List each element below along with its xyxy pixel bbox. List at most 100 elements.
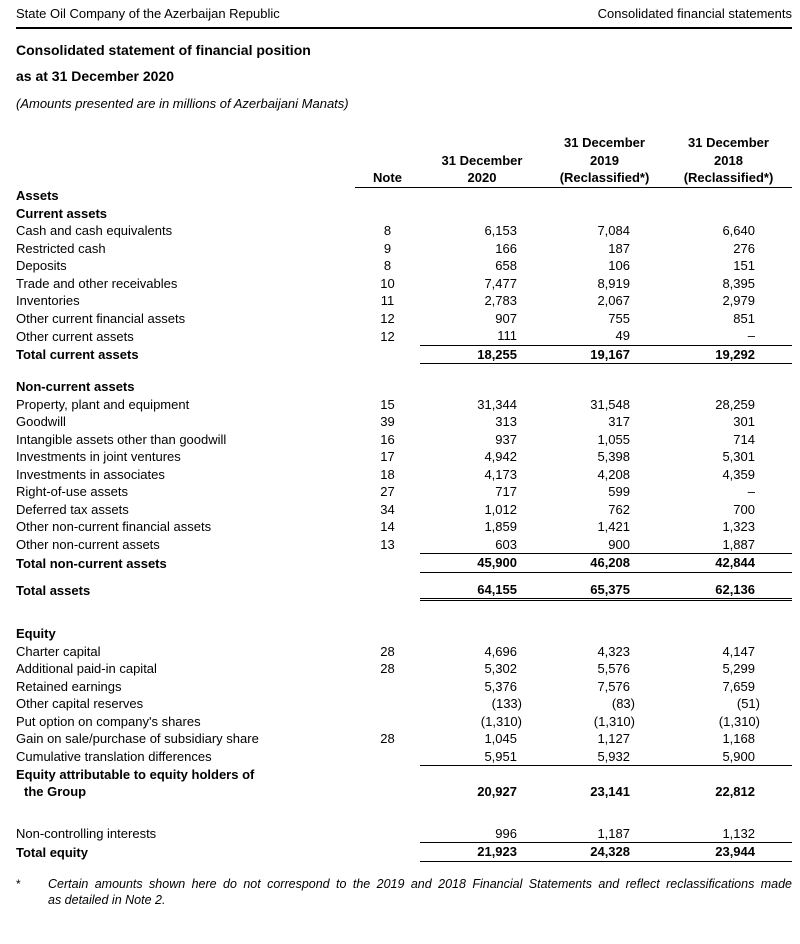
row-label: Deposits bbox=[16, 258, 67, 273]
value-2018: 301 bbox=[733, 414, 755, 429]
table-row: Other non-current assets 13 603 900 1,887 bbox=[16, 536, 792, 554]
table-row: Right-of-use assets 27 717 599 – bbox=[16, 483, 792, 501]
value-2020: 937 bbox=[495, 431, 517, 447]
row-note: 8 bbox=[383, 223, 392, 238]
row-note bbox=[355, 713, 420, 731]
spacer-cell bbox=[16, 600, 792, 626]
table-row: Deposits 8 658 106 151 bbox=[16, 257, 792, 275]
section-header-row: Current assets bbox=[16, 205, 792, 223]
value-2020: 5,376 bbox=[484, 678, 517, 694]
table-row: Total assets 64,155 65,375 62,136 bbox=[16, 580, 792, 601]
value-2018: 5,301 bbox=[722, 449, 755, 464]
row-note bbox=[355, 187, 420, 205]
value-2018 bbox=[665, 378, 792, 396]
value-2019 bbox=[544, 625, 665, 643]
col-header-2020: 31 December 2020 bbox=[420, 134, 544, 188]
section-header-row: Non-current assets bbox=[16, 378, 792, 396]
value-2020: 5,302 bbox=[484, 661, 517, 676]
row-note: 16 bbox=[380, 431, 395, 447]
footnote-marker: * bbox=[16, 876, 21, 891]
table-row: Put option on company's shares (1,310) (1,… bbox=[16, 713, 792, 731]
spacer-row bbox=[16, 600, 792, 626]
row-label: Cash and cash equivalents bbox=[16, 223, 173, 238]
value-2018 bbox=[665, 625, 792, 643]
value-2020: 717 bbox=[495, 484, 517, 499]
value-2019: 1,127 bbox=[597, 731, 630, 746]
value-2020 bbox=[420, 205, 544, 223]
value-2018: – bbox=[747, 484, 755, 499]
table-row: Retained earnings 5,376 7,576 7,659 bbox=[16, 678, 792, 696]
statement-date: as at 31 December 2020 bbox=[16, 68, 174, 84]
row-label: Investments in joint ventures bbox=[16, 449, 181, 464]
value-2019: 2,067 bbox=[597, 293, 630, 308]
page-header: State Oil Company of the Azerbaijan Repu… bbox=[16, 6, 792, 29]
value-2020: 2,783 bbox=[484, 293, 517, 308]
table-row: Other capital reserves (133) (83) (51) bbox=[16, 695, 792, 713]
row-label: Other non-current assets bbox=[16, 537, 160, 552]
row-label: Restricted cash bbox=[16, 240, 106, 256]
value-2018: 8,395 bbox=[722, 275, 755, 291]
table-row: Other non-current financial assets 14 1,85… bbox=[16, 518, 792, 536]
row-note: 9 bbox=[383, 240, 392, 256]
value-2020: 166 bbox=[495, 240, 517, 256]
value-2020: 603 bbox=[495, 536, 517, 552]
value-2020: 1,045 bbox=[484, 731, 517, 746]
value-2018: 151 bbox=[733, 258, 755, 273]
value-2020: 4,942 bbox=[484, 449, 517, 464]
table-row: Inventories 11 2,783 2,067 2,979 bbox=[16, 292, 792, 310]
row-note bbox=[355, 625, 420, 643]
row-label: Trade and other receivables bbox=[16, 275, 178, 291]
table-header: Note 31 December 2020 31 December 2019 (… bbox=[16, 134, 792, 188]
value-2018: – bbox=[747, 328, 755, 343]
row-label: Other capital reserves bbox=[16, 696, 144, 711]
row-label: Charter capital bbox=[16, 643, 101, 659]
value-2018: 1,323 bbox=[722, 519, 755, 534]
row-note bbox=[355, 345, 420, 364]
row-note: 28 bbox=[380, 661, 395, 676]
value-2018: 7,659 bbox=[722, 678, 755, 694]
value-2018: 19,292 bbox=[665, 344, 792, 364]
row-note bbox=[355, 825, 420, 843]
row-label: Equity attributable to equity holders of… bbox=[16, 766, 255, 800]
value-2018: 62,136 bbox=[665, 580, 792, 601]
value-2018: 2,979 bbox=[722, 293, 755, 308]
row-note: 27 bbox=[380, 484, 395, 499]
row-note: 17 bbox=[380, 449, 395, 464]
value-2020: 21,923 bbox=[420, 842, 544, 862]
row-note: 15 bbox=[380, 396, 395, 412]
table-row: Goodwill 39 313 317 301 bbox=[16, 413, 792, 431]
row-note: 28 bbox=[380, 731, 395, 746]
value-2019: 755 bbox=[608, 310, 630, 326]
row-label: Deferred tax assets bbox=[16, 501, 129, 517]
row-label: Goodwill bbox=[16, 414, 66, 429]
row-note bbox=[355, 554, 420, 573]
value-2018: (1,310) bbox=[718, 713, 760, 729]
value-2019 bbox=[544, 205, 665, 223]
table-row: Other current financial assets 12 907 755 85… bbox=[16, 310, 792, 328]
footnote: * Certain amounts shown here do not corr… bbox=[16, 876, 792, 909]
row-note bbox=[355, 766, 420, 801]
value-2019: 23,141 bbox=[544, 765, 665, 801]
company-name: State Oil Company of the Azerbaijan Repu… bbox=[16, 6, 280, 21]
col-header-2018: 31 December 2018 (Reclassified*) bbox=[665, 134, 792, 188]
row-note: 12 bbox=[380, 310, 395, 326]
value-2018: 714 bbox=[733, 431, 755, 447]
value-2020: 996 bbox=[495, 825, 517, 841]
value-2018: 42,844 bbox=[665, 553, 792, 573]
row-label: Cumulative translation differences bbox=[16, 749, 212, 764]
value-2019: 900 bbox=[608, 536, 630, 552]
table-row: Total equity 21,923 24,328 23,944 bbox=[16, 842, 792, 862]
value-2019: 65,375 bbox=[544, 580, 665, 601]
row-note: 8 bbox=[383, 258, 392, 273]
row-label: Total current assets bbox=[16, 347, 139, 362]
value-2018: 6,640 bbox=[722, 223, 755, 238]
section-header-row: Equity bbox=[16, 625, 792, 643]
value-2019: 19,167 bbox=[544, 344, 665, 364]
statement-table-body: Assets Current assets Cash and cash equiva… bbox=[16, 187, 792, 862]
document-type-label: Consolidated financial statements bbox=[597, 6, 792, 21]
value-2019: 1,187 bbox=[597, 825, 630, 841]
value-2019: 8,919 bbox=[597, 275, 630, 291]
row-label: Total non-current assets bbox=[16, 555, 167, 571]
value-2018: 1,168 bbox=[722, 731, 755, 746]
value-2020: 6,153 bbox=[484, 223, 517, 238]
